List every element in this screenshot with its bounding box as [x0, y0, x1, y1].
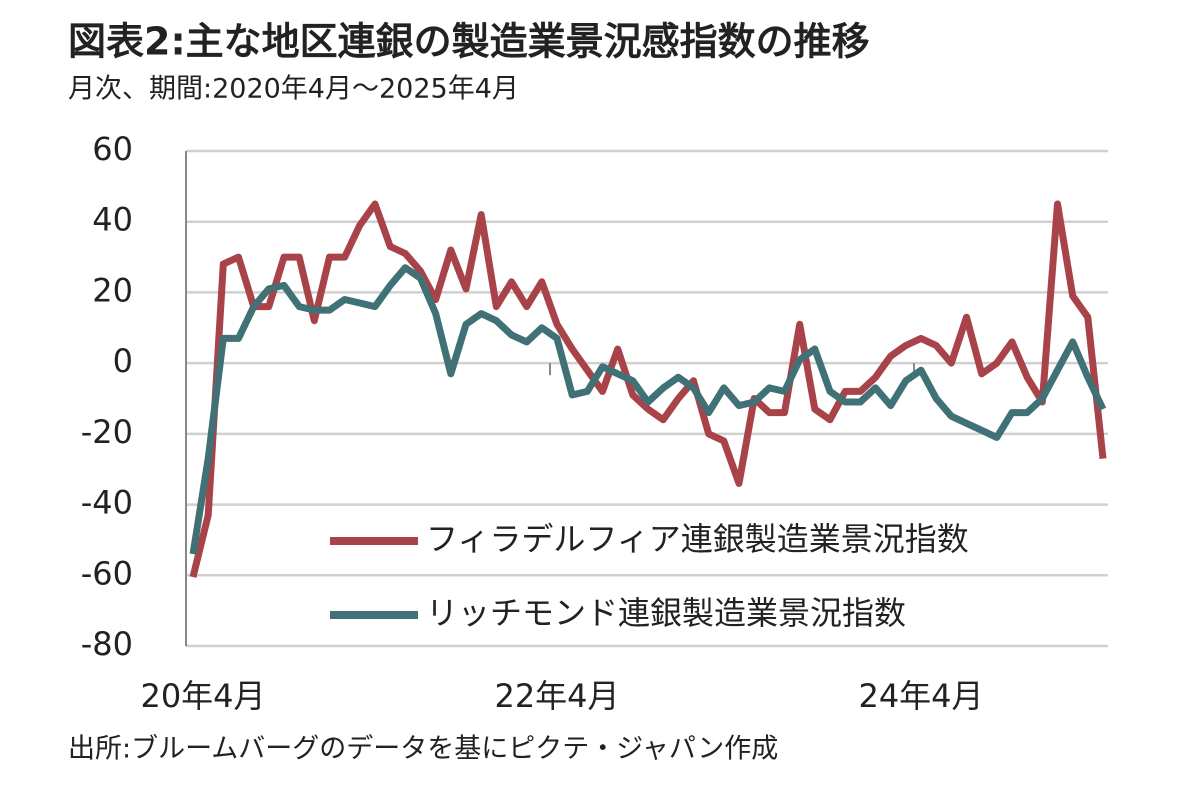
series-line — [189, 264, 1107, 555]
x-tick-label: 24年4月 — [858, 677, 983, 715]
y-tick-label: -80 — [81, 625, 133, 663]
y-tick-label: 20 — [92, 271, 133, 309]
source-note: 出所:ブルームバーグのデータを基にピクテ・ジャパン作成 — [68, 734, 778, 765]
x-tick-label: 22年4月 — [494, 677, 619, 715]
chart-subtitle: 月次、期間:2020年4月～2025年4月 — [68, 74, 519, 105]
y-tick-label: 40 — [92, 201, 133, 239]
series-line — [189, 200, 1107, 578]
y-tick-label: 60 — [92, 130, 133, 168]
y-tick-label: -40 — [81, 484, 133, 522]
legend-label: リッチモンド連銀製造業景況指数 — [426, 594, 906, 632]
x-tick-label: 20年4月 — [140, 677, 265, 715]
chart-title: 図表2:主な地区連銀の製造業景況感指数の推移 — [68, 20, 870, 64]
legend-label: フィラデルフィア連銀製造業景況指数 — [426, 520, 969, 558]
y-tick-label: 0 — [113, 342, 133, 380]
y-tick-label: -20 — [81, 413, 133, 451]
y-tick-label: -60 — [81, 554, 133, 592]
